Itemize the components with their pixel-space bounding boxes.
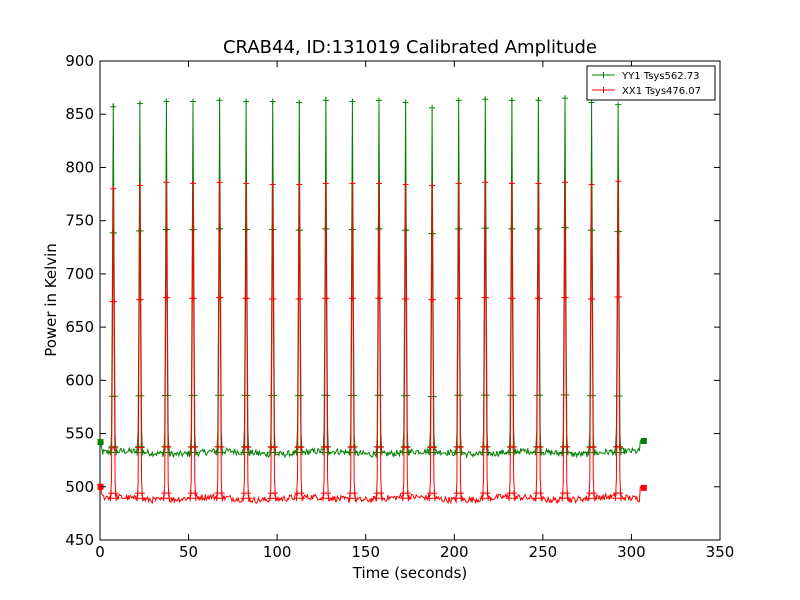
x-tick-label: 50 bbox=[179, 543, 198, 561]
ticks-layer: 0 50 100 150 200 250 300 350 450 500 550 600 650 700 7… bbox=[65, 52, 734, 561]
x-tick-label: 350 bbox=[706, 543, 735, 561]
x-tick-label: 0 bbox=[95, 543, 105, 561]
y-tick-label: 450 bbox=[65, 531, 94, 549]
y-tick-label: 650 bbox=[65, 318, 94, 336]
legend-label-1: XX1 Tsys476.07 bbox=[622, 86, 701, 97]
x-tick-label: 200 bbox=[440, 543, 469, 561]
x-tick-label: 100 bbox=[263, 543, 292, 561]
legend-label-0: YY1 Tsys562.73 bbox=[621, 71, 700, 82]
x-tick-label: 250 bbox=[529, 543, 558, 561]
legend-box bbox=[586, 65, 716, 101]
x-tick-label: 300 bbox=[617, 543, 646, 561]
plot-area bbox=[99, 60, 721, 541]
y-tick-label: 500 bbox=[65, 478, 94, 496]
y-axis-label: Power in Kelvin bbox=[42, 243, 60, 357]
series-end-marker bbox=[97, 439, 104, 446]
legend: YY1 Tsys562.73 XX1 Tsys476.07 bbox=[586, 65, 716, 101]
y-tick-label: 850 bbox=[65, 105, 94, 123]
chart-title: CRAB44, ID:131019 Calibrated Amplitude bbox=[223, 37, 597, 58]
series-layer bbox=[97, 95, 647, 505]
series-end-marker bbox=[640, 484, 647, 491]
y-tick-label: 800 bbox=[65, 158, 94, 176]
y-tick-label: 600 bbox=[65, 371, 94, 389]
x-axis-label: Time (seconds) bbox=[352, 564, 468, 582]
series-end-marker bbox=[640, 438, 647, 445]
plot-frame bbox=[99, 60, 721, 541]
y-tick-label: 750 bbox=[65, 212, 94, 230]
x-tick-label: 150 bbox=[351, 543, 380, 561]
y-tick-label: 700 bbox=[65, 265, 94, 283]
y-tick-label: 900 bbox=[65, 52, 94, 70]
series-markers-1 bbox=[97, 178, 647, 502]
y-tick-label: 550 bbox=[65, 425, 94, 443]
